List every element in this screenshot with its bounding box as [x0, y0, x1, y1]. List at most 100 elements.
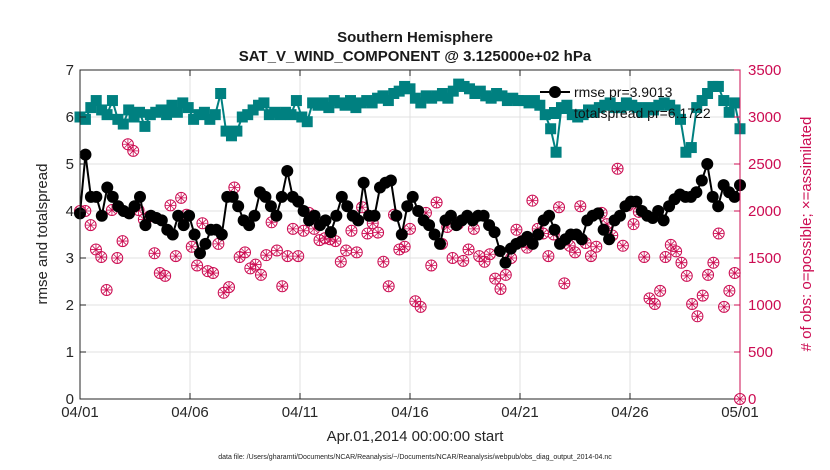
- obs-point: [510, 223, 523, 236]
- y-right-tick-label: 1500: [748, 250, 781, 267]
- series-totalspread-point: [718, 95, 730, 107]
- series-rmse-point: [630, 195, 643, 208]
- series-rmse: [74, 148, 746, 269]
- obs-point: [148, 247, 161, 260]
- series-rmse-point: [259, 190, 272, 203]
- series-rmse-point: [341, 200, 354, 213]
- obs-assimilated-marker: [713, 228, 724, 239]
- obs-assimilated-marker: [564, 240, 575, 251]
- obs-assimilated-marker: [628, 219, 639, 230]
- obs-assimilated-marker: [506, 253, 517, 263]
- x-tick-label: 04/01: [61, 404, 99, 421]
- y-right-tick-label: 2000: [748, 203, 781, 220]
- series-rmse-point: [412, 205, 425, 217]
- obs-point: [159, 269, 172, 282]
- obs-possible-marker: [542, 250, 555, 263]
- series-rmse-point: [444, 209, 457, 222]
- obs-possible-marker: [334, 255, 347, 268]
- y-right-tick-label: 1000: [748, 297, 781, 314]
- series-rmse-point: [406, 190, 419, 203]
- obs-assimilated-marker: [287, 223, 298, 234]
- obs-assimilated-marker: [575, 201, 586, 212]
- obs-point: [361, 227, 374, 240]
- y-tick-label: 3: [66, 250, 74, 267]
- obs-possible-marker: [670, 245, 683, 258]
- legend-rmse-label: rmse pr=3.9013: [574, 84, 673, 100]
- series-totalspread-point: [669, 104, 681, 116]
- series-rmse-point: [592, 207, 605, 220]
- obs-possible-marker: [292, 250, 305, 263]
- series-totalspread-point: [134, 106, 146, 118]
- series-totalspread-point: [404, 83, 416, 95]
- obs-assimilated-marker: [585, 251, 596, 262]
- series-rmse-point: [183, 209, 196, 222]
- series-rmse-point: [281, 165, 294, 178]
- obs-point: [297, 224, 310, 237]
- obs-assimilated-marker: [511, 224, 522, 235]
- obs-assimilated-marker: [373, 227, 384, 238]
- obs-assimilated-marker: [692, 311, 703, 322]
- obs-point: [611, 162, 624, 175]
- obs-assimilated-marker: [612, 163, 623, 174]
- obs-point: [494, 283, 507, 296]
- obs-assimilated-marker: [708, 257, 719, 268]
- series-rmse-point: [128, 200, 141, 213]
- obs-assimilated-marker: [522, 242, 533, 253]
- obs-assimilated-marker: [495, 284, 506, 295]
- series-rmse-point: [395, 228, 408, 241]
- obs-possible-marker: [489, 272, 502, 285]
- series-totalspread-point: [171, 106, 183, 118]
- obs-assimilated-marker: [224, 282, 235, 293]
- obs-possible-marker: [584, 250, 597, 263]
- obs-assimilated-marker: [415, 301, 426, 312]
- obs-assimilated-marker: [655, 285, 666, 296]
- obs-point: [638, 251, 651, 264]
- obs-assimilated-marker: [394, 244, 405, 255]
- x-tick-label: 04/11: [282, 404, 318, 421]
- series-totalspread-point: [117, 118, 129, 130]
- obs-point: [659, 251, 672, 264]
- series-totalspread-point: [712, 80, 724, 92]
- obs-point: [648, 298, 661, 311]
- obs-point: [707, 256, 720, 269]
- obs-point: [127, 144, 140, 157]
- obs-point: [382, 280, 395, 293]
- series-rmse-point: [330, 209, 343, 222]
- obs-assimilated-marker: [351, 247, 362, 258]
- series-rmse-point: [324, 226, 337, 239]
- series-rmse-point: [264, 200, 277, 213]
- x-tick-label: 05/01: [721, 404, 759, 421]
- obs-point: [191, 259, 204, 272]
- obs-assimilated-marker: [106, 205, 117, 216]
- obs-possible-marker: [510, 223, 523, 236]
- obs-assimilated-marker: [149, 248, 160, 259]
- obs-assimilated-marker: [282, 251, 293, 262]
- obs-point: [164, 199, 177, 212]
- obs-point: [254, 268, 267, 281]
- obs-point: [584, 250, 597, 263]
- obs-assimilated-marker: [218, 287, 229, 298]
- obs-assimilated-marker: [208, 268, 219, 279]
- obs-assimilated-marker: [346, 225, 357, 236]
- obs-point: [404, 222, 416, 235]
- obs-assimilated-marker: [458, 255, 469, 266]
- y-right-tick-label: 3500: [748, 62, 781, 79]
- obs-assimilated-marker: [697, 290, 708, 301]
- series-totalspread-point: [674, 113, 686, 125]
- series-totalspread-point: [696, 95, 708, 107]
- obs-assimilated-marker: [463, 244, 474, 255]
- obs-assimilated-marker: [665, 239, 676, 250]
- obs-assimilated-marker: [330, 236, 341, 247]
- series-totalspread-point: [447, 85, 459, 97]
- series-rmse-point: [90, 190, 103, 203]
- obs-assimilated-marker: [160, 270, 171, 281]
- series-totalspread-point: [161, 109, 173, 121]
- obs-possible-marker: [175, 191, 188, 204]
- obs-possible-marker: [659, 251, 672, 264]
- obs-possible-marker: [627, 218, 640, 231]
- obs-point: [553, 201, 566, 214]
- series-rmse-point: [368, 209, 381, 222]
- obs-assimilated-marker: [405, 223, 415, 234]
- obs-point: [723, 284, 736, 297]
